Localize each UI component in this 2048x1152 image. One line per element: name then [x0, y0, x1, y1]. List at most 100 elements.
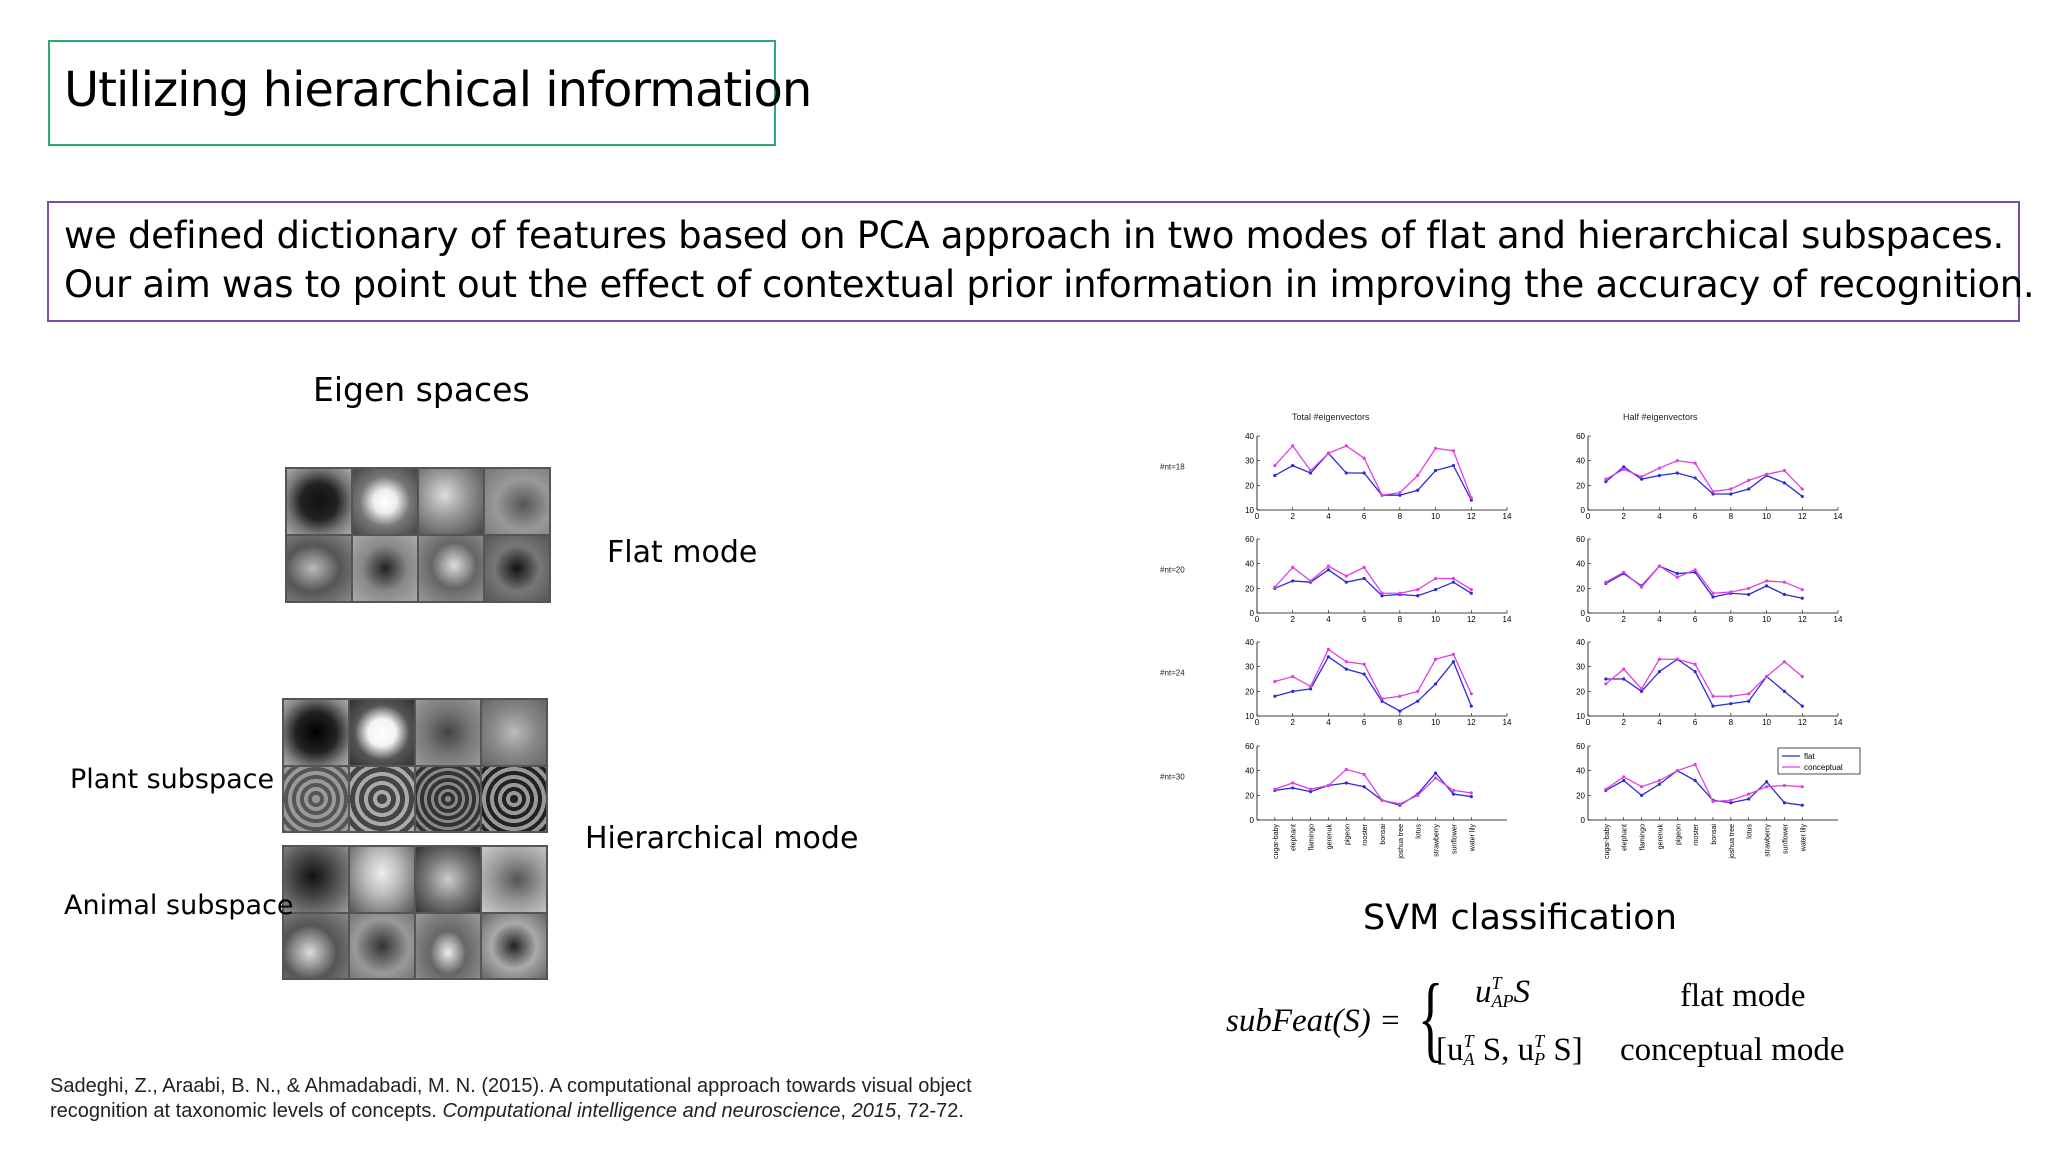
- category-label: water lily: [1800, 824, 1807, 853]
- x-tick-label: 4: [1326, 615, 1331, 624]
- data-point-flat: [1451, 580, 1456, 584]
- x-tick-label: 14: [1503, 512, 1512, 521]
- x-tick-label: 10: [1762, 512, 1771, 521]
- eigenface-image: [416, 913, 480, 978]
- data-point-flat: [1693, 778, 1697, 783]
- x-tick-label: 8: [1398, 512, 1403, 521]
- data-point-flat: [1782, 801, 1787, 805]
- y-tick-label: 60: [1245, 535, 1254, 544]
- data-point-conceptual: [1675, 657, 1679, 661]
- data-point-conceptual: [1344, 444, 1348, 448]
- data-point-conceptual: [1729, 694, 1733, 698]
- data-point-conceptual: [1344, 767, 1348, 772]
- data-point-conceptual: [1451, 576, 1456, 581]
- data-point-flat: [1362, 672, 1366, 676]
- data-point-conceptual: [1800, 587, 1804, 592]
- data-point-conceptual: [1764, 785, 1769, 789]
- x-tick-label: 8: [1398, 718, 1403, 727]
- y-tick-label: 20: [1576, 791, 1585, 800]
- animal-subspace-eigenfaces: [282, 845, 548, 980]
- data-point-flat: [1622, 677, 1626, 681]
- category-label: flamingo: [1640, 824, 1647, 851]
- data-point-conceptual: [1273, 679, 1277, 684]
- data-point-flat: [1326, 568, 1331, 572]
- data-point-flat: [1693, 670, 1697, 674]
- eigenface-image: [482, 847, 546, 912]
- y-tick-label: 60: [1245, 742, 1254, 751]
- data-point-flat: [1747, 699, 1751, 703]
- eigenface-image: [485, 536, 549, 601]
- data-point-flat: [1639, 477, 1644, 481]
- data-point-conceptual: [1711, 591, 1715, 595]
- data-point-conceptual: [1675, 575, 1679, 579]
- data-point-flat: [1308, 687, 1313, 691]
- x-tick-label: 14: [1834, 718, 1843, 727]
- data-point-conceptual: [1604, 787, 1608, 791]
- category-label: rooster: [1362, 823, 1369, 845]
- citation-title-end: recognition at taxonomic levels of conce…: [50, 1100, 443, 1122]
- data-point-flat: [1380, 699, 1384, 703]
- x-tick-label: 0: [1255, 512, 1260, 521]
- data-point-conceptual: [1622, 467, 1626, 471]
- slide-title: Utilizing hierarchical information: [64, 62, 812, 118]
- data-point-flat: [1433, 682, 1438, 686]
- category-label: bonsai: [1380, 824, 1387, 845]
- x-tick-label: 14: [1503, 718, 1512, 727]
- y-tick-label: 20: [1245, 791, 1254, 800]
- data-point-flat: [1469, 704, 1473, 708]
- flat-mode-eigenfaces: [285, 467, 551, 603]
- data-point-flat: [1639, 793, 1644, 797]
- category-label: cugar-baby: [1273, 824, 1280, 860]
- y-tick-label: 20: [1576, 687, 1585, 696]
- data-point-flat: [1469, 498, 1473, 502]
- formula-case-1: u T AP S: [1475, 974, 1530, 1011]
- formula-u-p: S, u: [1474, 1032, 1535, 1068]
- legend-label: flat: [1804, 752, 1815, 761]
- x-tick-label: 10: [1431, 718, 1440, 727]
- data-point-conceptual: [1362, 772, 1366, 776]
- data-point-flat: [1604, 480, 1608, 484]
- category-label: strawberry: [1434, 824, 1441, 857]
- series-line-flat: [1274, 452, 1472, 501]
- data-point-conceptual: [1747, 478, 1751, 482]
- data-point-conceptual: [1398, 694, 1402, 698]
- data-point-conceptual: [1291, 674, 1295, 679]
- data-point-flat: [1800, 704, 1804, 708]
- citation-line-1: Sadeghi, Z., Araabi, B. N., & Ahmadabadi…: [50, 1075, 972, 1097]
- y-tick-label: 10: [1576, 712, 1585, 721]
- x-tick-label: 12: [1467, 512, 1476, 521]
- x-tick-label: 6: [1362, 615, 1367, 624]
- data-point-flat: [1380, 594, 1384, 598]
- data-point-flat: [1622, 465, 1626, 469]
- panel-column-title: Total #eigenvectors: [1292, 412, 1370, 422]
- data-point-flat: [1362, 576, 1366, 581]
- data-point-flat: [1747, 592, 1751, 597]
- data-point-flat: [1604, 677, 1608, 681]
- category-label: sunflower: [1782, 823, 1789, 854]
- data-point-conceptual: [1273, 787, 1277, 791]
- animal-subspace-label: Animal subspace: [64, 890, 294, 921]
- data-point-conceptual: [1326, 564, 1331, 568]
- data-point-conceptual: [1657, 466, 1662, 470]
- x-tick-label: 12: [1798, 718, 1807, 727]
- data-point-conceptual: [1380, 798, 1384, 802]
- data-point-flat: [1782, 481, 1787, 485]
- data-point-conceptual: [1747, 692, 1751, 696]
- y-tick-label: 30: [1576, 663, 1585, 672]
- data-point-flat: [1729, 492, 1733, 496]
- x-tick-label: 0: [1255, 718, 1260, 727]
- formula-sub: AP: [1491, 991, 1514, 1011]
- eigenface-image: [350, 913, 414, 978]
- data-point-conceptual: [1433, 657, 1438, 661]
- formula-u: u: [1475, 974, 1492, 1010]
- data-point-conceptual: [1782, 580, 1787, 584]
- data-point-flat: [1711, 595, 1715, 599]
- data-point-conceptual: [1469, 791, 1473, 795]
- series-line-flat: [1605, 466, 1803, 497]
- data-point-flat: [1362, 785, 1366, 789]
- series-line-conceptual: [1605, 565, 1803, 594]
- data-point-conceptual: [1711, 799, 1715, 804]
- data-point-conceptual: [1416, 473, 1420, 478]
- formula-flat-mode: flat mode: [1680, 978, 1806, 1014]
- data-point-conceptual: [1604, 580, 1608, 584]
